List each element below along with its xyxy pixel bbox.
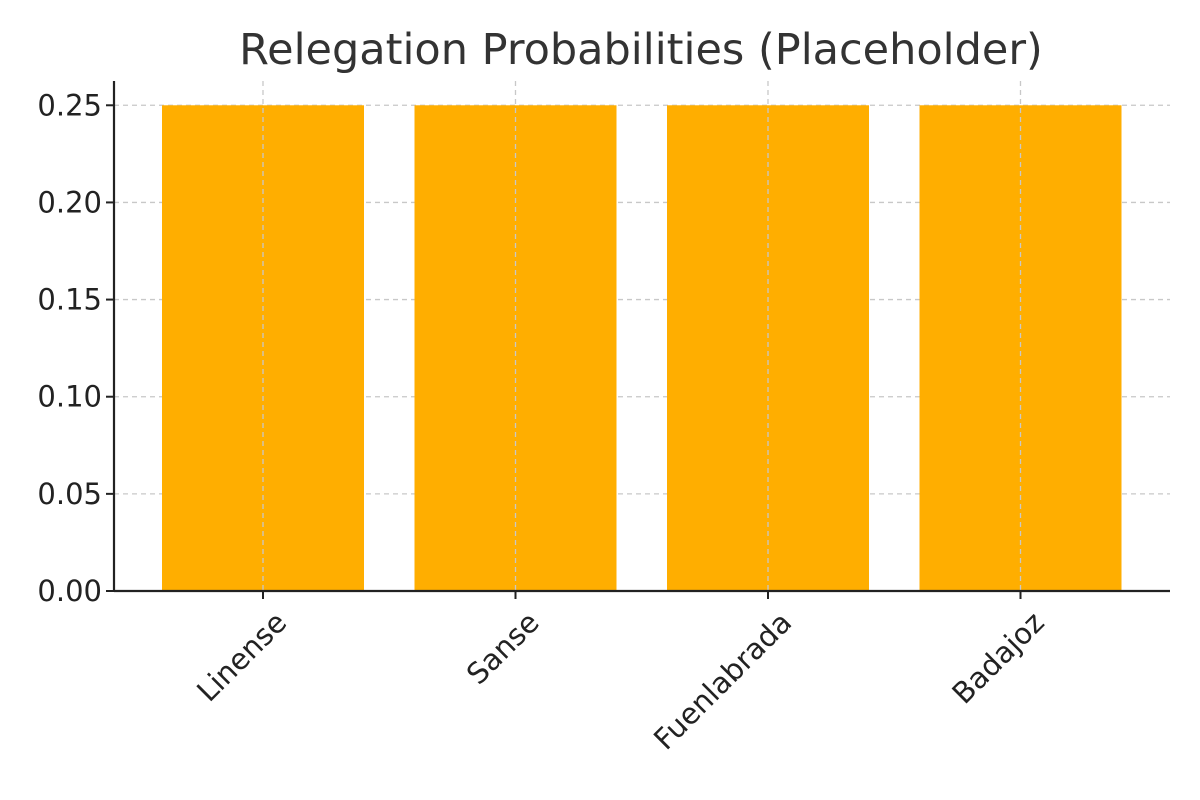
x-tick-label: Sanse bbox=[460, 605, 546, 691]
bar-layer bbox=[162, 105, 1122, 592]
x-axis-ticks: Linense Sanse Fuenlabrada Badajoz bbox=[190, 591, 1051, 756]
x-tick-label: Linense bbox=[190, 605, 293, 708]
y-tick-label: 0.25 bbox=[37, 88, 102, 122]
x-tick-label: Badajoz bbox=[945, 605, 1050, 710]
y-tick-label: 0.20 bbox=[37, 185, 102, 219]
bar bbox=[667, 105, 869, 592]
y-tick-label: 0.10 bbox=[37, 380, 102, 414]
chart-title: Relegation Probabilities (Placeholder) bbox=[239, 25, 1043, 75]
y-tick-label: 0.15 bbox=[37, 283, 102, 317]
y-tick-label: 0.00 bbox=[37, 574, 102, 608]
bar bbox=[162, 105, 364, 592]
bar bbox=[414, 105, 617, 592]
x-tick-label: Fuenlabrada bbox=[647, 605, 798, 756]
bar bbox=[919, 105, 1122, 592]
y-axis-ticks: 0.00 0.05 0.10 0.15 0.20 0.25 bbox=[37, 88, 114, 608]
y-tick-label: 0.05 bbox=[37, 477, 102, 511]
axis-layer bbox=[112, 81, 1170, 593]
